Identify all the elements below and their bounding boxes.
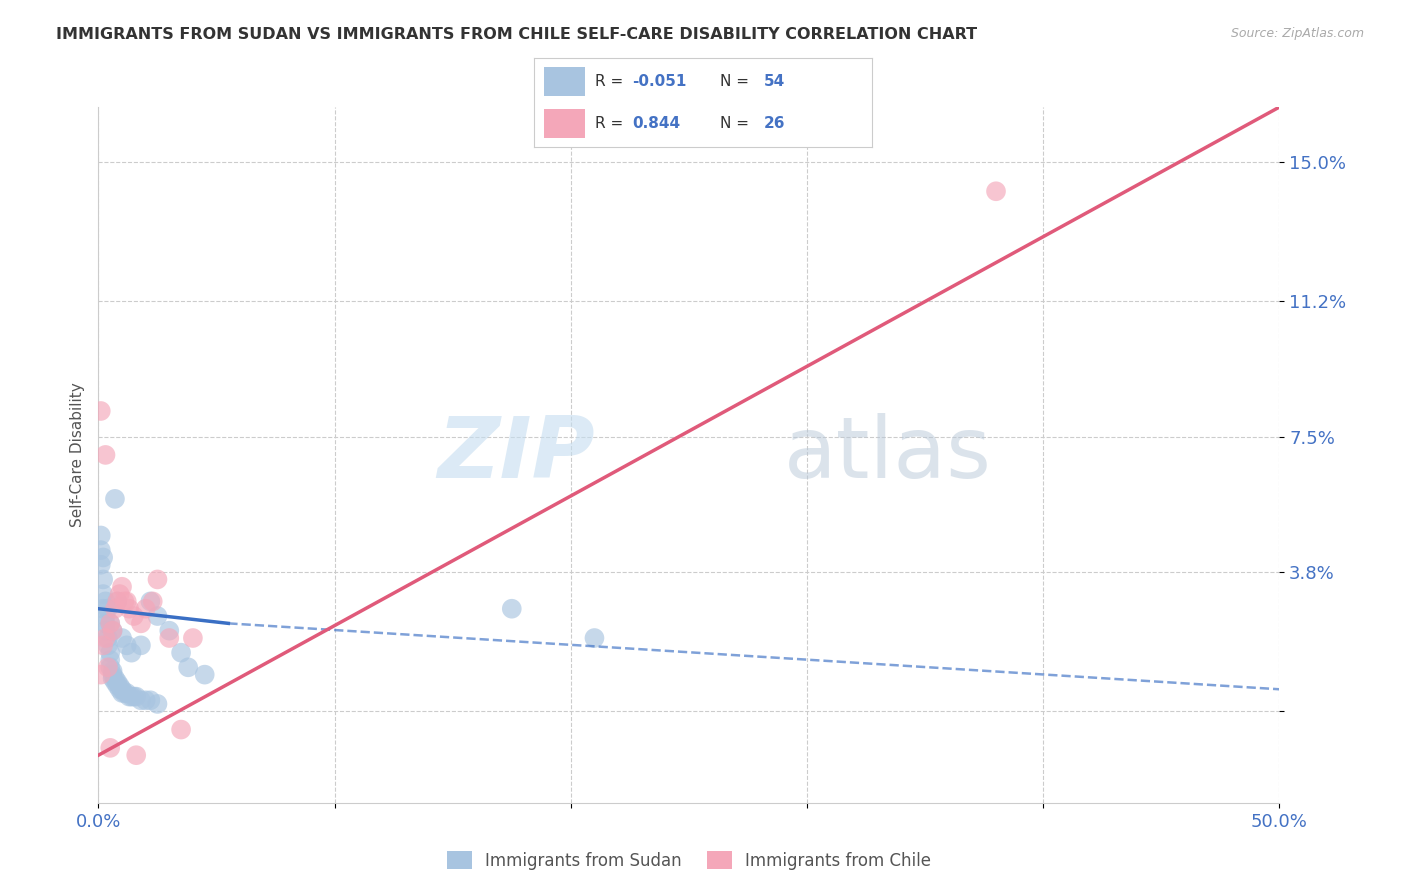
Point xyxy=(142,594,165,608)
Point xyxy=(177,660,200,674)
Point xyxy=(115,638,138,652)
Point xyxy=(94,448,117,462)
Point xyxy=(94,631,117,645)
Point xyxy=(98,616,121,631)
Point xyxy=(111,631,134,645)
Point xyxy=(170,646,193,660)
Point xyxy=(194,667,217,681)
Point xyxy=(139,693,162,707)
Point xyxy=(115,594,138,608)
Point xyxy=(91,550,114,565)
Point xyxy=(108,682,131,697)
Point xyxy=(139,594,162,608)
Point xyxy=(101,664,124,678)
Point xyxy=(104,491,127,506)
Point xyxy=(90,667,112,681)
Y-axis label: Self-Care Disability: Self-Care Disability xyxy=(69,383,84,527)
Point xyxy=(112,686,135,700)
Point xyxy=(104,601,127,615)
Point xyxy=(146,573,169,587)
Point xyxy=(129,638,152,652)
Bar xyxy=(544,67,585,96)
Point xyxy=(97,601,120,615)
Text: N =: N = xyxy=(720,116,754,130)
Text: IMMIGRANTS FROM SUDAN VS IMMIGRANTS FROM CHILE SELF-CARE DISABILITY CORRELATION : IMMIGRANTS FROM SUDAN VS IMMIGRANTS FROM… xyxy=(56,27,977,42)
Text: -0.051: -0.051 xyxy=(633,74,686,88)
Point xyxy=(94,609,117,624)
Point xyxy=(90,558,112,572)
Point xyxy=(583,631,606,645)
Point xyxy=(101,671,124,685)
Point xyxy=(90,404,112,418)
Point xyxy=(129,693,152,707)
Point xyxy=(91,587,114,601)
Point xyxy=(105,679,128,693)
Point xyxy=(97,638,120,652)
Point xyxy=(170,723,193,737)
Point xyxy=(98,660,121,674)
Point xyxy=(91,638,114,652)
Text: 54: 54 xyxy=(763,74,785,88)
Point xyxy=(90,543,112,558)
Point xyxy=(97,631,120,645)
Point xyxy=(108,587,131,601)
Point xyxy=(157,631,180,645)
Text: R =: R = xyxy=(595,74,628,88)
Point xyxy=(146,609,169,624)
Point xyxy=(98,646,121,660)
Point xyxy=(104,671,127,685)
Point xyxy=(125,690,148,704)
Point xyxy=(111,686,134,700)
Point xyxy=(115,686,138,700)
Point xyxy=(501,601,523,615)
Point xyxy=(135,693,157,707)
Point xyxy=(101,624,124,638)
Point xyxy=(181,631,204,645)
Bar xyxy=(544,109,585,138)
Text: N =: N = xyxy=(720,74,754,88)
Point xyxy=(104,675,127,690)
Point xyxy=(146,697,169,711)
Point xyxy=(91,601,114,615)
Point xyxy=(101,667,124,681)
Point xyxy=(94,594,117,608)
Text: R =: R = xyxy=(595,116,633,130)
Text: ZIP: ZIP xyxy=(437,413,595,497)
Point xyxy=(98,653,121,667)
Point xyxy=(984,184,1007,198)
Point xyxy=(101,624,124,638)
Point xyxy=(118,690,141,704)
Point xyxy=(112,594,135,608)
Point xyxy=(122,609,145,624)
Point xyxy=(108,679,131,693)
Point xyxy=(94,616,117,631)
Point xyxy=(97,660,120,674)
Text: atlas: atlas xyxy=(783,413,991,497)
Point xyxy=(121,690,143,704)
Point xyxy=(135,601,157,615)
Point xyxy=(125,748,148,763)
Text: 26: 26 xyxy=(763,116,785,130)
Point xyxy=(129,616,152,631)
Point xyxy=(91,573,114,587)
Point xyxy=(157,624,180,638)
Point xyxy=(105,594,128,608)
Point xyxy=(90,528,112,542)
Point xyxy=(98,616,121,631)
Text: Source: ZipAtlas.com: Source: ZipAtlas.com xyxy=(1230,27,1364,40)
Point xyxy=(122,690,145,704)
Point xyxy=(105,675,128,690)
Point xyxy=(111,580,134,594)
Point xyxy=(121,646,143,660)
Point xyxy=(111,682,134,697)
Point xyxy=(105,594,128,608)
Point xyxy=(98,740,121,755)
Legend: Immigrants from Sudan, Immigrants from Chile: Immigrants from Sudan, Immigrants from C… xyxy=(439,843,939,878)
Point xyxy=(94,624,117,638)
Point xyxy=(118,601,141,615)
Text: 0.844: 0.844 xyxy=(633,116,681,130)
